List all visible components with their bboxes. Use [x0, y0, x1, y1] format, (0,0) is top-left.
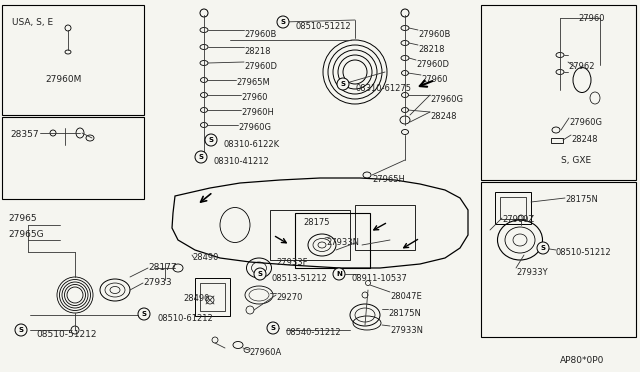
- Circle shape: [205, 134, 217, 146]
- Circle shape: [138, 308, 150, 320]
- Text: 28490: 28490: [192, 253, 218, 262]
- Text: 27960G: 27960G: [430, 95, 463, 104]
- Text: 08310-41212: 08310-41212: [213, 157, 269, 166]
- Circle shape: [337, 78, 349, 90]
- Text: 27960: 27960: [421, 75, 447, 84]
- Text: S: S: [198, 154, 204, 160]
- Text: S: S: [541, 245, 545, 251]
- Text: S: S: [340, 81, 346, 87]
- Text: 27960B: 27960B: [244, 30, 276, 39]
- Text: 27960H: 27960H: [241, 108, 274, 117]
- Text: N: N: [336, 271, 342, 277]
- Circle shape: [254, 268, 266, 280]
- Text: 28248: 28248: [571, 135, 598, 144]
- Text: S: S: [257, 271, 262, 277]
- Bar: [481, 5, 636, 180]
- Text: 27960: 27960: [578, 14, 605, 23]
- Bar: [551, 138, 563, 143]
- Bar: [495, 192, 531, 224]
- Text: S, GXE: S, GXE: [561, 156, 591, 165]
- Text: 28175N: 28175N: [565, 195, 598, 204]
- Text: 27965: 27965: [8, 214, 36, 223]
- Text: 27900Z: 27900Z: [502, 215, 534, 224]
- Text: 08510-61212: 08510-61212: [157, 314, 212, 323]
- Circle shape: [15, 324, 27, 336]
- Text: 28248: 28248: [430, 112, 456, 121]
- Text: 27965H: 27965H: [372, 175, 405, 184]
- Text: 27960G: 27960G: [238, 123, 271, 132]
- Bar: [2, 5, 144, 115]
- Circle shape: [267, 322, 279, 334]
- Text: 27960G: 27960G: [569, 118, 602, 127]
- Bar: [195, 278, 230, 316]
- Bar: [295, 213, 370, 268]
- Text: 28177: 28177: [148, 263, 177, 272]
- Text: 28218: 28218: [244, 47, 271, 56]
- Text: 28175N: 28175N: [388, 309, 421, 318]
- Bar: [355, 205, 415, 250]
- Text: S: S: [209, 137, 214, 143]
- Text: USA, S, E: USA, S, E: [12, 18, 53, 27]
- Circle shape: [537, 242, 549, 254]
- Circle shape: [333, 268, 345, 280]
- Bar: [481, 182, 636, 337]
- Text: S: S: [19, 327, 24, 333]
- Text: AP80*0P0: AP80*0P0: [560, 356, 604, 365]
- Text: 27960: 27960: [241, 93, 268, 102]
- Text: 27933N: 27933N: [326, 238, 359, 247]
- Text: 27960M: 27960M: [45, 75, 81, 84]
- Text: 27933N: 27933N: [390, 326, 423, 335]
- Circle shape: [277, 16, 289, 28]
- Text: 27933Y: 27933Y: [516, 268, 548, 277]
- Text: 08540-51212: 08540-51212: [286, 328, 342, 337]
- Text: 27962: 27962: [568, 62, 595, 71]
- Text: 08310-6122K: 08310-6122K: [224, 140, 280, 149]
- Text: 08513-51212: 08513-51212: [272, 274, 328, 283]
- Text: 28047E: 28047E: [390, 292, 422, 301]
- Text: 28218: 28218: [418, 45, 445, 54]
- Text: 08911-10537: 08911-10537: [352, 274, 408, 283]
- Text: 28490: 28490: [183, 294, 209, 303]
- Text: 27960D: 27960D: [416, 60, 449, 69]
- Text: S: S: [141, 311, 147, 317]
- Text: 28175: 28175: [303, 218, 330, 227]
- Text: 29270: 29270: [276, 293, 302, 302]
- Bar: [500, 197, 526, 219]
- Text: 08310-61275: 08310-61275: [355, 84, 411, 93]
- Text: 27960A: 27960A: [249, 348, 281, 357]
- Text: 27960B: 27960B: [418, 30, 451, 39]
- Circle shape: [195, 151, 207, 163]
- Text: S: S: [280, 19, 285, 25]
- Text: 27960D: 27960D: [244, 62, 277, 71]
- Text: 27965M: 27965M: [236, 78, 269, 87]
- Text: 08510-51212: 08510-51212: [295, 22, 351, 31]
- Bar: [200, 283, 225, 311]
- Text: 27965G: 27965G: [8, 230, 44, 239]
- Bar: [2, 117, 144, 199]
- Text: 28357: 28357: [10, 130, 38, 139]
- Text: 27933: 27933: [143, 278, 172, 287]
- Text: 27933F: 27933F: [276, 258, 307, 267]
- Bar: [270, 210, 350, 260]
- Text: 08510-51212: 08510-51212: [556, 248, 612, 257]
- Text: 08510-51212: 08510-51212: [36, 330, 97, 339]
- Text: S: S: [271, 325, 275, 331]
